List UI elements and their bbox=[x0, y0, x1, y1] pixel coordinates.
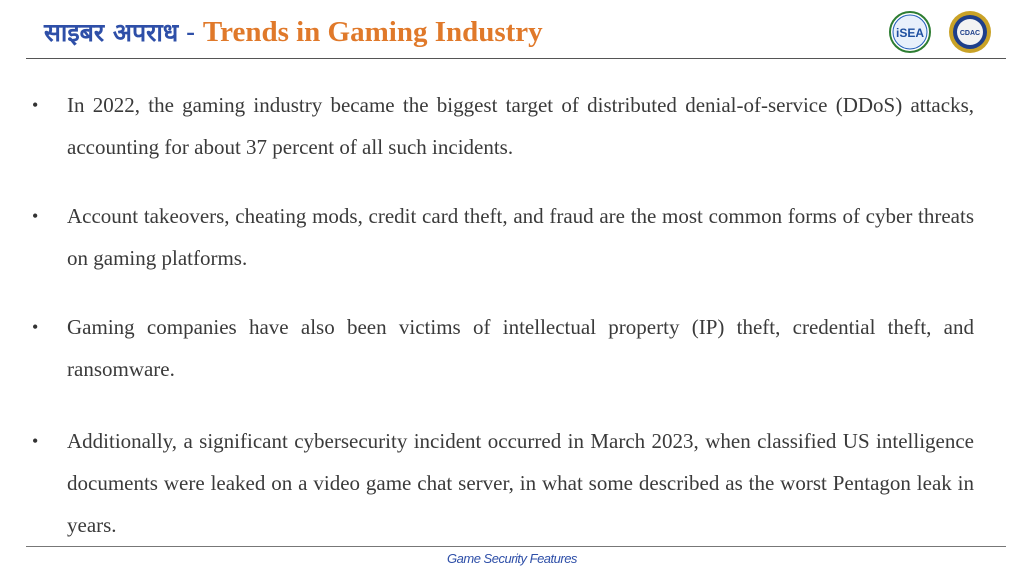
cdac-logo: CDAC bbox=[949, 11, 991, 53]
isea-logo-text: iSEA bbox=[896, 26, 924, 40]
title-separator: - bbox=[186, 17, 195, 46]
slide-title: साइबर अपराध - Trends in Gaming Industry bbox=[44, 10, 543, 54]
bullet-item: • Additionally, a significant cybersecuri… bbox=[30, 420, 974, 546]
isea-logo: iSEA bbox=[889, 11, 931, 53]
header-divider bbox=[26, 58, 1006, 59]
bullet-text: Additionally, a significant cybersecurit… bbox=[67, 429, 974, 537]
bullet-list: • In 2022, the gaming industry became the… bbox=[30, 84, 974, 546]
bullet-item: • In 2022, the gaming industry became the… bbox=[30, 84, 974, 168]
header-logos: iSEA CDAC bbox=[886, 10, 994, 54]
bullet-text: Account takeovers, cheating mods, credit… bbox=[67, 204, 974, 270]
cdac-logo-text: CDAC bbox=[960, 30, 980, 37]
bullet-dot-icon: • bbox=[32, 206, 39, 226]
footer-label: Game Security Features bbox=[447, 551, 577, 566]
title-main: Trends in Gaming Industry bbox=[202, 15, 543, 48]
bullet-dot-icon: • bbox=[32, 95, 39, 115]
bullet-dot-icon: • bbox=[32, 317, 39, 337]
bullet-item: • Gaming companies have also been victims… bbox=[30, 306, 974, 390]
bullet-text: In 2022, the gaming industry became the … bbox=[67, 93, 974, 159]
bullet-text: Gaming companies have also been victims … bbox=[67, 315, 974, 381]
footer-divider bbox=[26, 546, 1006, 547]
bullet-item: • Account takeovers, cheating mods, credi… bbox=[30, 195, 974, 279]
title-hindi: साइबर अपराध bbox=[44, 18, 179, 47]
bullet-dot-icon: • bbox=[32, 431, 39, 451]
